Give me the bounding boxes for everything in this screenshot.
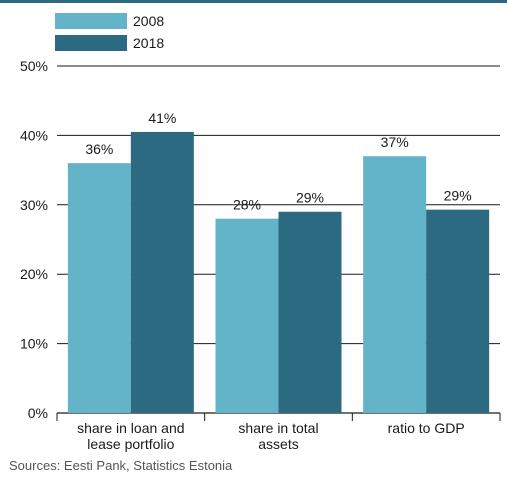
data-label-2008-2: 37%	[381, 134, 409, 150]
x-category-label-line: ratio to GDP	[388, 420, 465, 436]
legend: 2008 2018	[55, 10, 164, 54]
bar-2008-0	[67, 163, 131, 413]
legend-label-2018: 2018	[133, 35, 165, 51]
data-label-2018-1: 29%	[296, 190, 324, 206]
x-category-label-1: share in total assets	[238, 420, 318, 452]
y-tick-label-40: 40%	[20, 127, 48, 143]
legend-item-2018: 2018	[55, 32, 164, 54]
y-tick-label-10: 10%	[20, 336, 48, 352]
x-category-label-2: ratio to GDP	[388, 420, 465, 436]
bar-2008-1	[215, 218, 279, 413]
data-label-2018-2: 29%	[444, 188, 472, 204]
legend-swatch-2018	[55, 35, 127, 51]
bar-2018-2	[426, 209, 490, 413]
data-label-2008-0: 36%	[85, 141, 113, 157]
top-accent-bar	[0, 0, 507, 3]
legend-label-2008: 2008	[133, 13, 165, 29]
bar-2018-1	[278, 211, 342, 413]
source-note: Sources: Eesti Pank, Statistics Estonia	[9, 458, 233, 473]
x-category-label-line: share in total	[238, 420, 318, 436]
data-label-2008-1: 28%	[233, 197, 261, 213]
y-tick-label-30: 30%	[20, 197, 48, 213]
bar-2018-0	[130, 131, 194, 413]
x-category-label-line: assets	[258, 436, 298, 452]
legend-item-2008: 2008	[55, 10, 164, 32]
y-tick-label-20: 20%	[20, 266, 48, 282]
x-category-label-line: share in loan and	[77, 420, 184, 436]
x-category-label-0: share in loan and lease portfolio	[77, 420, 184, 452]
data-label-2018-0: 41%	[148, 110, 176, 126]
y-tick-label-0: 0%	[28, 405, 48, 421]
legend-swatch-2008	[55, 13, 127, 29]
x-category-label-line: lease portfolio	[87, 436, 174, 452]
y-tick-label-50: 50%	[20, 58, 48, 74]
bar-2008-2	[363, 156, 427, 413]
